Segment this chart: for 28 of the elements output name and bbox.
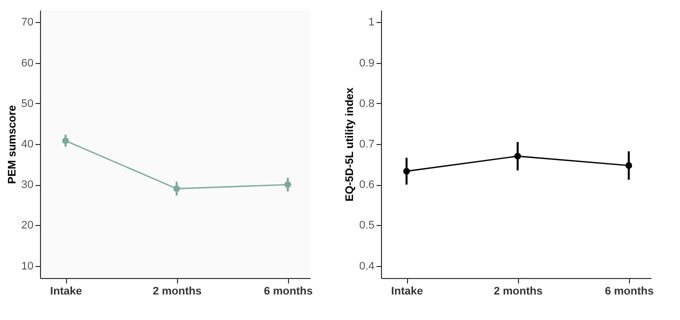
y-tick-label: 70 bbox=[21, 16, 34, 29]
y-axis-title: EQ-5D-5L utility index bbox=[344, 86, 356, 202]
x-tick-label: Intake bbox=[391, 286, 423, 298]
y-axis-title: PEM sumscore bbox=[6, 105, 18, 184]
y-tick-label: 30 bbox=[21, 179, 34, 192]
y-tick-label: 0.5 bbox=[359, 220, 374, 232]
x-tick-label: 6 months bbox=[264, 286, 313, 298]
point bbox=[625, 162, 632, 169]
y-tick-label: 0.8 bbox=[359, 98, 374, 110]
point bbox=[173, 185, 180, 192]
x-tick-label: Intake bbox=[50, 286, 82, 298]
y-tick-label: 10 bbox=[21, 260, 34, 272]
y-tick-label: 50 bbox=[21, 98, 34, 110]
point bbox=[62, 137, 69, 144]
point bbox=[403, 168, 410, 175]
x-tick-label: 2 months bbox=[152, 286, 202, 298]
point bbox=[284, 181, 292, 188]
y-tick-label: 0.6 bbox=[359, 179, 374, 192]
y-tick-label: 0.9 bbox=[359, 57, 374, 70]
y-tick-label: 0.4 bbox=[359, 260, 374, 272]
x-tick-label: 2 months bbox=[494, 286, 543, 298]
y-tick-label: 40 bbox=[21, 138, 34, 150]
y-tick-label: 0.7 bbox=[359, 138, 374, 150]
point bbox=[514, 152, 522, 160]
y-tick-label: 1 bbox=[368, 16, 374, 29]
x-tick-label: 6 months bbox=[604, 286, 654, 298]
y-tick-label: 60 bbox=[21, 57, 34, 70]
y-tick-label: 20 bbox=[21, 220, 34, 232]
